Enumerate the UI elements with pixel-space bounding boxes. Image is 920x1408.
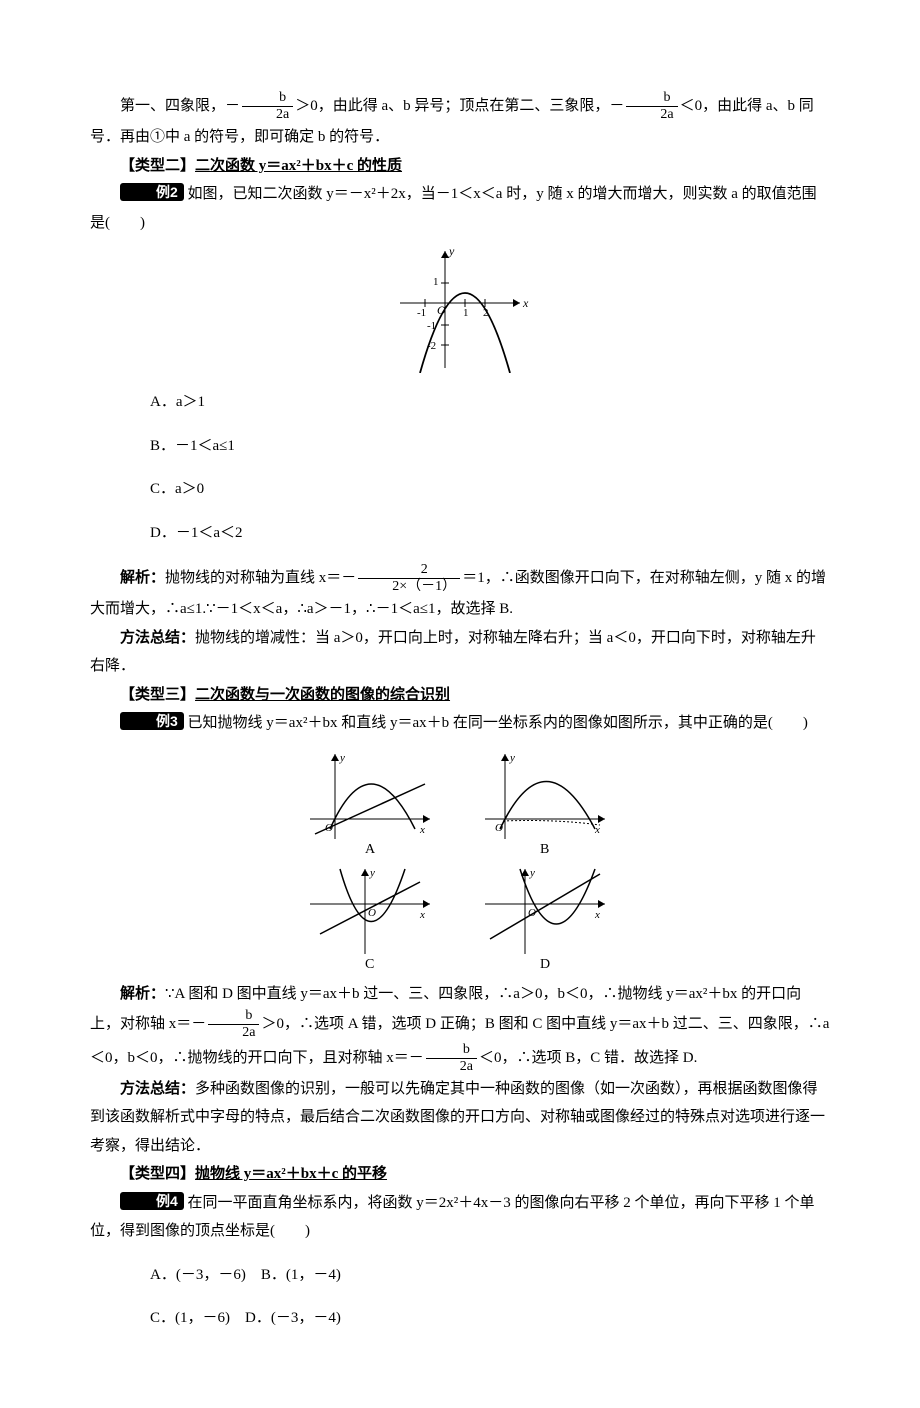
example-label-4: 例4 xyxy=(120,1192,184,1210)
svg-text:D: D xyxy=(540,957,550,972)
option-a: A．a＞1 xyxy=(150,388,830,417)
analysis-label-3: 解析： xyxy=(120,986,165,1002)
type3-heading-text: 二次函数与一次函数的图像的综合识别 xyxy=(195,687,450,703)
type3-method: 方法总结：多种函数图像的识别，一般可以先确定其中一种函数的图像（如一次函数），再… xyxy=(90,1075,830,1161)
type2-stem-text: 如图，已知二次函数 y＝－x²＋2x，当－1＜x＜a 时，y 随 x 的增大而增… xyxy=(90,186,817,231)
intro-paragraph: 第一、四象限，－b2a＞0，由此得 a、b 异号；顶点在第二、三象限，－b2a＜… xyxy=(90,90,830,152)
type3-heading: 【类型三】二次函数与一次函数的图像的综合识别 xyxy=(90,681,830,710)
type2-heading: 【类型二】二次函数 y＝ax²＋bx＋c 的性质 xyxy=(90,152,830,181)
example-label-3: 例3 xyxy=(120,712,184,730)
type2-heading-label: 【类型二】 xyxy=(120,158,195,174)
type2-heading-text: 二次函数 y＝ax²＋bx＋c 的性质 xyxy=(195,158,402,174)
frac-axis: 22×（－1） xyxy=(358,562,460,595)
example-label-2: 例2 xyxy=(120,183,184,201)
type4-heading-label: 【类型四】 xyxy=(120,1166,195,1182)
method-label-3: 方法总结： xyxy=(120,1081,195,1097)
intro-text-2: ＞0，由此得 a、b 异号；顶点在第二、三象限，－ xyxy=(295,98,624,114)
type3-heading-label: 【类型三】 xyxy=(120,687,195,703)
svg-text:y: y xyxy=(509,752,515,764)
svg-text:y: y xyxy=(529,867,535,879)
option-c: C．a＞0 xyxy=(150,475,830,504)
type2-analysis: 解析：抛物线的对称轴为直线 x＝－22×（－1）＝1，∴函数图像开口向下，在对称… xyxy=(90,562,830,624)
intro-text-1: 第一、四象限，－ xyxy=(120,98,240,114)
svg-text:x: x xyxy=(419,909,425,921)
frac-b-2a-1: b2a xyxy=(242,90,293,123)
svg-text:y: y xyxy=(448,244,455,258)
type2-method-text: 抛物线的增减性：当 a＞0，开口向上时，对称轴左降右升；当 a＜0，开口向下时，… xyxy=(90,630,816,675)
svg-text:1: 1 xyxy=(463,307,469,319)
svg-text:y: y xyxy=(369,867,375,879)
svg-text:B: B xyxy=(540,842,549,857)
type3-panels: O x y A O x y B O x y C xyxy=(90,744,830,974)
svg-text:1: 1 xyxy=(433,276,439,288)
type4-options-row2: C．(1，－6) D．(－3，－4) xyxy=(90,1304,830,1333)
parabola-graph-icon: O x y 1 2 -1 1 -1 -2 xyxy=(385,243,535,373)
svg-text:C: C xyxy=(365,957,374,972)
option-d: D．－1＜a＜2 xyxy=(150,519,830,548)
type3-stem: 例3 已知抛物线 y＝ax²＋bx 和直线 y＝ax＋b 在同一坐标系内的图像如… xyxy=(90,709,830,738)
type4-stem-text: 在同一平面直角坐标系内，将函数 y＝2x²＋4x－3 的图像向右平移 2 个单位… xyxy=(90,1195,815,1240)
svg-text:x: x xyxy=(594,824,600,836)
type4-heading: 【类型四】抛物线 y＝ax²＋bx＋c 的平移 xyxy=(90,1160,830,1189)
frac-b-2a-2: b2a xyxy=(626,90,677,123)
svg-text:-1: -1 xyxy=(417,307,426,319)
svg-text:x: x xyxy=(594,909,600,921)
frac-t3-1: b2a xyxy=(208,1008,259,1041)
type2-options: A．a＞1 B．－1＜a≤1 C．a＞0 D．－1＜a＜2 xyxy=(90,388,830,547)
type3-stem-text: 已知抛物线 y＝ax²＋bx 和直线 y＝ax＋b 在同一坐标系内的图像如图所示… xyxy=(184,715,808,731)
svg-text:y: y xyxy=(339,752,345,764)
four-panel-graphs-icon: O x y A O x y B O x y C xyxy=(290,744,630,974)
type2-analysis-1: 抛物线的对称轴为直线 x＝－ xyxy=(165,570,356,586)
type2-stem: 例2 如图，已知二次函数 y＝－x²＋2x，当－1＜x＜a 时，y 随 x 的增… xyxy=(90,180,830,237)
type4-heading-text: 抛物线 y＝ax²＋bx＋c 的平移 xyxy=(195,1166,387,1182)
method-label-2: 方法总结： xyxy=(120,630,195,646)
svg-text:x: x xyxy=(419,824,425,836)
type3-method-text: 多种函数图像的识别，一般可以先确定其中一种函数的图像（如一次函数），再根据函数图… xyxy=(90,1081,825,1154)
type3-analysis-3: ＜0，∴选项 B，C 错．故选择 D. xyxy=(479,1050,697,1066)
type3-analysis: 解析：∵A 图和 D 图中直线 y＝ax＋b 过一、三、四象限，∴a＞0，b＜0… xyxy=(90,980,830,1075)
option-b: B．－1＜a≤1 xyxy=(150,432,830,461)
type4-options-row1: A．(－3，－6) B．(1，－4) xyxy=(90,1261,830,1290)
svg-text:A: A xyxy=(365,842,376,857)
type2-method: 方法总结：抛物线的增减性：当 a＞0，开口向上时，对称轴左降右升；当 a＜0，开… xyxy=(90,624,830,681)
type4-stem: 例4 在同一平面直角坐标系内，将函数 y＝2x²＋4x－3 的图像向右平移 2 … xyxy=(90,1189,830,1246)
analysis-label: 解析： xyxy=(120,570,165,586)
svg-text:x: x xyxy=(522,296,529,310)
frac-t3-2: b2a xyxy=(426,1042,477,1075)
type2-graph: O x y 1 2 -1 1 -1 -2 xyxy=(90,243,830,373)
